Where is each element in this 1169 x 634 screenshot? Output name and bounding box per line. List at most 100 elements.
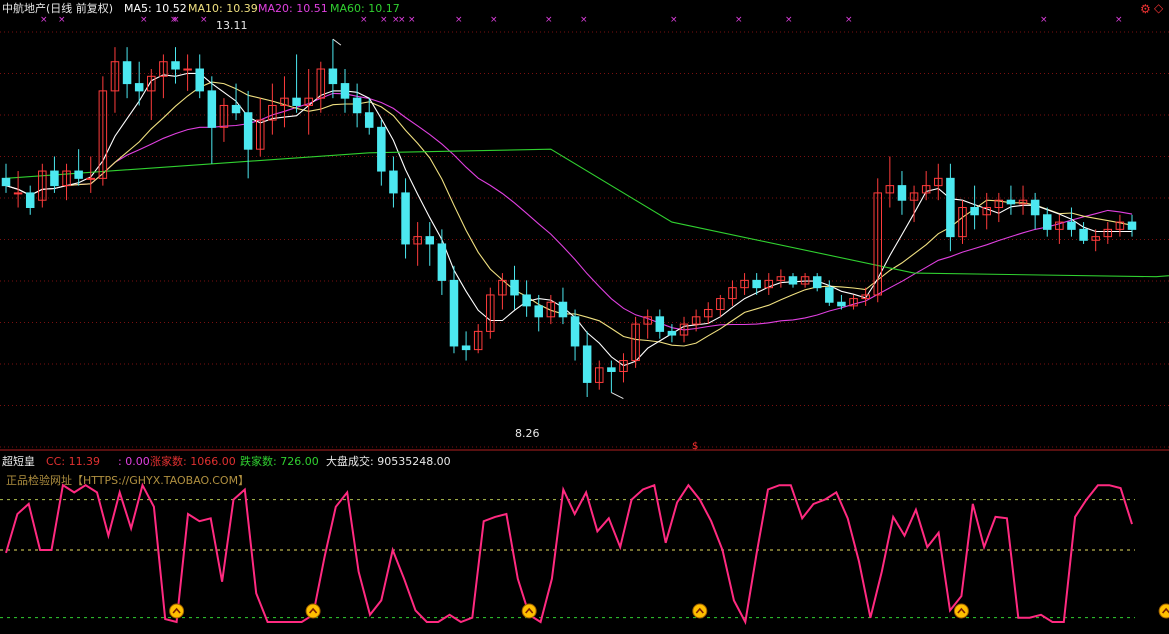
diamond-icon[interactable]: ◇: [1154, 1, 1164, 15]
candle-body: [352, 97, 362, 114]
high-price-label: 13.11: [216, 19, 248, 32]
candle-body: [679, 323, 689, 336]
sub-legend-item-1: CC: 11.39: [46, 455, 101, 468]
candle-body: [280, 97, 289, 106]
candle-body: [825, 287, 834, 303]
marker-x: ×: [408, 15, 416, 25]
candle-body: [219, 104, 229, 128]
candle-body: [752, 279, 761, 289]
candle-body: [413, 236, 422, 245]
candle-body: [667, 330, 677, 336]
buy-signal-chevron: [695, 607, 704, 614]
candle-body: [13, 192, 23, 195]
buy-signal-chevron: [525, 607, 534, 614]
marker-x: ×: [392, 15, 400, 25]
top-legend-item-0: 中航地产(日线 前复权): [2, 2, 114, 15]
candle-body: [50, 170, 59, 187]
sub-legend-item-4: 跌家数: 726.00: [240, 455, 319, 468]
candle-body: [473, 330, 483, 351]
candle-body: [1067, 221, 1076, 230]
candle-body: [558, 301, 568, 318]
candle-body: [256, 119, 265, 150]
buy-signal-chevron: [957, 607, 966, 614]
marker-x: ×: [380, 15, 388, 25]
candle-body: [595, 367, 604, 383]
candle-body: [873, 192, 882, 296]
candle-body: [134, 83, 144, 92]
candle-body: [1055, 221, 1064, 230]
marker-x: ×: [845, 15, 853, 25]
top-legend-item-2: MA10: 10.39: [188, 2, 258, 15]
candle-body: [159, 61, 168, 77]
buy-signal-icon: [692, 603, 708, 619]
candle-body: [122, 61, 132, 85]
candle-body: [631, 323, 640, 362]
ma20-line: [5, 92, 1133, 331]
candle-body: [425, 236, 435, 245]
candle-body: [534, 305, 543, 318]
candle-body: [364, 112, 374, 128]
candle-body: [837, 301, 846, 307]
candle-body: [389, 170, 398, 194]
candle-body: [861, 294, 870, 300]
sub-legend-item-0: 超短皇: [2, 455, 35, 468]
candle-body: [703, 309, 713, 318]
candle-body: [982, 206, 991, 216]
candle-body: [643, 316, 652, 325]
marker-x: ×: [580, 15, 588, 25]
candle-body: [98, 90, 108, 179]
top-legend-item-4: MA60: 10.17: [330, 2, 400, 15]
candle-body: [582, 345, 592, 383]
sub-legend-item-5: 大盘成交: 90535248.00: [326, 455, 451, 468]
watermark-text: 正品检验网址【HTTPS://GHYX.TAOBAO.COM】: [6, 474, 250, 487]
candle-body: [607, 367, 616, 372]
candle-body: [86, 177, 96, 180]
buy-signal-icon: [521, 603, 537, 619]
candle-body: [25, 192, 35, 208]
candle-body: [728, 287, 737, 300]
candle-body: [292, 97, 301, 106]
candle-body: [691, 316, 701, 325]
candle-body: [570, 316, 580, 347]
candle-body: [110, 61, 120, 92]
candle-body: [147, 75, 156, 92]
ma10-line: [5, 81, 1133, 347]
candle-body: [1042, 214, 1052, 230]
candle-body: [304, 97, 313, 106]
candle-body: [498, 279, 507, 296]
candle-body: [340, 83, 350, 99]
marker-x: ×: [545, 15, 553, 25]
buy-signal-chevron: [172, 607, 181, 614]
candle-body: [74, 170, 83, 179]
low-pointer: [611, 392, 624, 400]
candle-body: [1127, 221, 1137, 230]
candle-body: [655, 316, 665, 332]
candle-body: [328, 68, 338, 85]
candle-body: [764, 279, 774, 289]
candle-body: [897, 185, 907, 201]
candle-body: [885, 185, 895, 194]
candle-body: [401, 192, 410, 245]
marker-x: ×: [200, 15, 208, 25]
candle-body: [1103, 228, 1113, 238]
candle-body: [946, 177, 955, 238]
candle-body: [195, 68, 204, 92]
candle-body: [970, 206, 979, 216]
marker-x: ×: [58, 15, 66, 25]
marker-x: ×: [670, 15, 678, 25]
candle-body: [958, 206, 967, 238]
buy-signal-icon: [953, 603, 969, 619]
candle-body: [486, 294, 495, 332]
top-legend-item-1: MA5: 10.52: [124, 2, 187, 15]
candle-body: [461, 345, 471, 351]
high-pointer: [332, 38, 342, 46]
sub-legend-item-2: : 0.00: [118, 455, 150, 468]
gear-icon[interactable]: ⚙: [1140, 2, 1151, 16]
candle-body: [268, 104, 277, 121]
candle-body: [934, 177, 943, 187]
candle-body: [1030, 199, 1040, 216]
candle-body: [1006, 199, 1016, 205]
marker-x: ×: [398, 15, 406, 25]
